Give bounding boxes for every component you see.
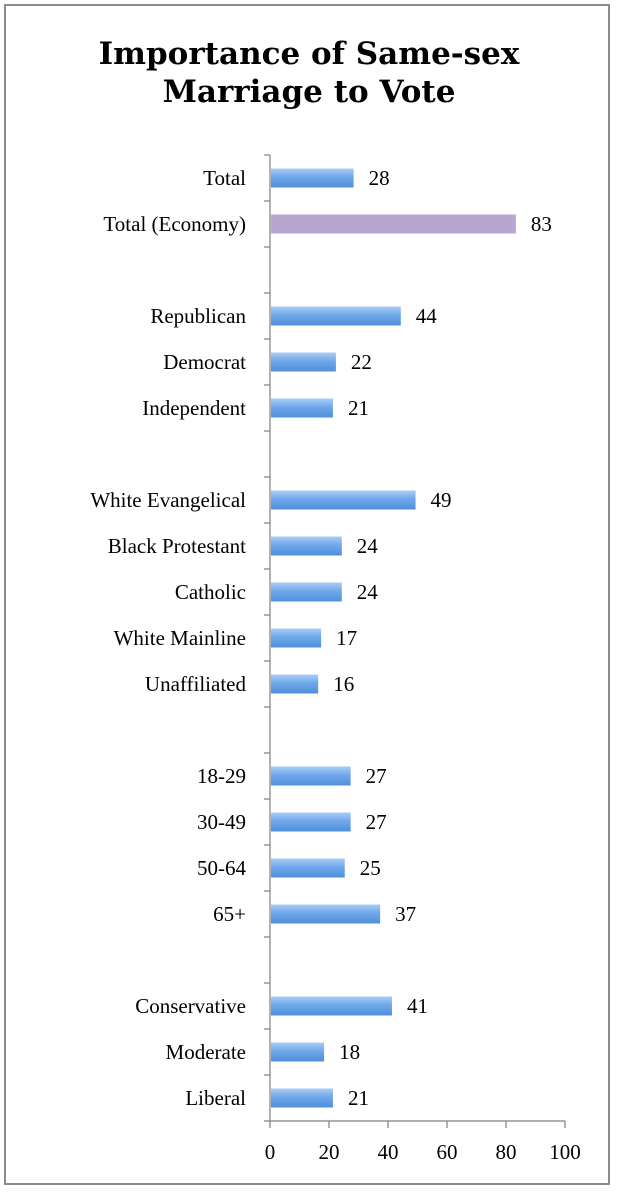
x-tick-label: 40 bbox=[378, 1140, 399, 1164]
category-label: Unaffiliated bbox=[145, 672, 247, 696]
category-label: White Evangelical bbox=[90, 488, 246, 512]
data-label: 17 bbox=[336, 626, 357, 650]
bar bbox=[271, 352, 336, 372]
bars bbox=[271, 168, 516, 1108]
bar bbox=[271, 490, 416, 510]
chart-title: Importance of Same-sex Marriage to Vote bbox=[0, 36, 618, 112]
x-tick-label: 0 bbox=[265, 1140, 276, 1164]
category-label: Independent bbox=[142, 396, 246, 420]
data-label: 27 bbox=[366, 810, 387, 834]
data-label: 18 bbox=[339, 1040, 360, 1064]
data-label: 21 bbox=[348, 396, 369, 420]
bar bbox=[271, 812, 351, 832]
data-label: 49 bbox=[431, 488, 452, 512]
category-label: Republican bbox=[150, 304, 246, 328]
bar bbox=[271, 398, 333, 418]
x-tick-label: 60 bbox=[437, 1140, 458, 1164]
data-label: 25 bbox=[360, 856, 381, 880]
bar bbox=[271, 168, 354, 188]
category-label: 30-49 bbox=[197, 810, 246, 834]
data-label: 41 bbox=[407, 994, 428, 1018]
category-label: Democrat bbox=[163, 350, 246, 374]
bar bbox=[271, 904, 381, 924]
category-label: Conservative bbox=[135, 994, 246, 1018]
chart-title-line-1: Importance of Same-sex bbox=[98, 36, 520, 72]
category-label: 18-29 bbox=[197, 764, 246, 788]
x-tick-label: 80 bbox=[496, 1140, 517, 1164]
axes bbox=[264, 154, 566, 1128]
bar bbox=[271, 536, 342, 556]
bar bbox=[271, 628, 322, 648]
x-tick-label: 20 bbox=[319, 1140, 340, 1164]
data-label: 21 bbox=[348, 1086, 369, 1110]
chart-title-line-2: Marriage to Vote bbox=[162, 73, 456, 110]
bar bbox=[271, 306, 401, 326]
category-label: White Mainline bbox=[114, 626, 246, 650]
bar bbox=[271, 674, 319, 694]
data-label: 44 bbox=[416, 304, 438, 328]
category-label: 50-64 bbox=[197, 856, 246, 880]
bar bbox=[271, 214, 516, 234]
category-label: Catholic bbox=[175, 580, 246, 604]
x-tick-label: 100 bbox=[549, 1140, 581, 1164]
data-label: 22 bbox=[351, 350, 372, 374]
bar bbox=[271, 1088, 333, 1108]
bar bbox=[271, 858, 345, 878]
data-label: 37 bbox=[395, 902, 416, 926]
data-label: 24 bbox=[357, 580, 379, 604]
bar bbox=[271, 582, 342, 602]
data-label: 27 bbox=[366, 764, 387, 788]
category-label: Total (Economy) bbox=[103, 212, 246, 236]
bar bbox=[271, 766, 351, 786]
data-label: 28 bbox=[369, 166, 390, 190]
bar bbox=[271, 996, 392, 1016]
category-label: 65+ bbox=[213, 902, 246, 926]
data-label: 24 bbox=[357, 534, 379, 558]
category-label: Moderate bbox=[166, 1040, 246, 1064]
labels: 0 20 40 60 80 100 Total 28 Total (Economy) 83 Repu… bbox=[90, 166, 580, 1164]
category-label: Black Protestant bbox=[108, 534, 246, 558]
data-label: 16 bbox=[333, 672, 354, 696]
category-label: Total bbox=[203, 166, 246, 190]
bar bbox=[271, 1042, 325, 1062]
category-label: Liberal bbox=[185, 1086, 246, 1110]
data-label: 83 bbox=[531, 212, 552, 236]
